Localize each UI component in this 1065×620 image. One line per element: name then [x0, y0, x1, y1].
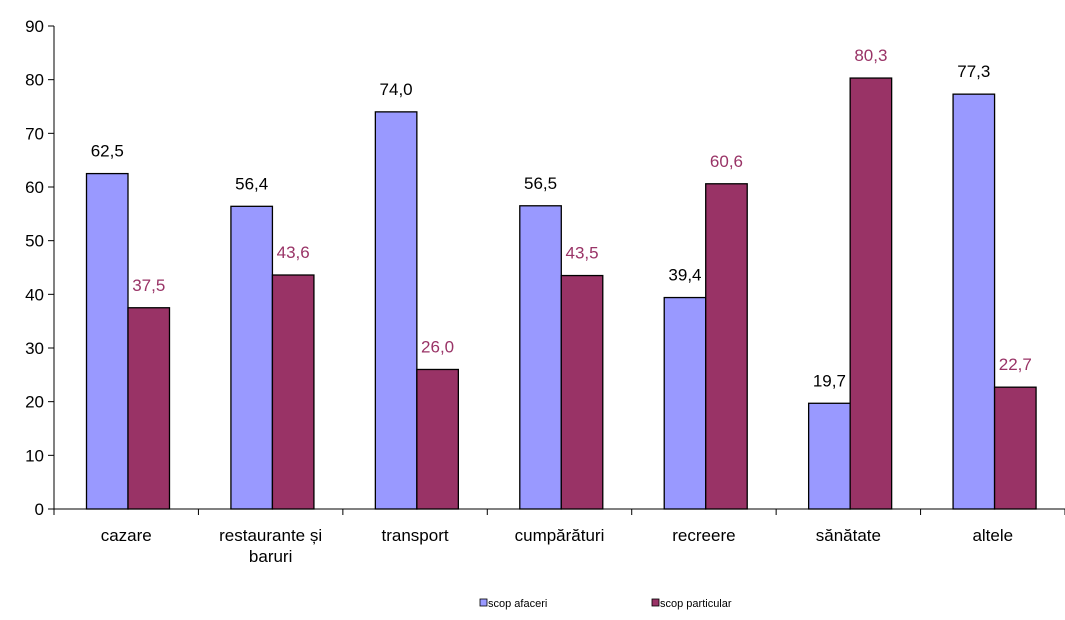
y-tick-label: 10 — [25, 446, 44, 465]
x-tick-label: altele — [972, 526, 1013, 545]
y-tick-label: 20 — [25, 393, 44, 412]
x-tick-label: cumpărături — [515, 526, 605, 545]
data-label: 77,3 — [957, 62, 990, 81]
bar-scop-afaceri — [519, 205, 562, 510]
data-label: 39,4 — [668, 266, 701, 285]
x-tick-label: cazare — [101, 526, 152, 545]
bar-scop-afaceri — [663, 296, 707, 510]
y-tick-label: 50 — [25, 232, 44, 251]
x-axis: cazare restaurante și baruri transport cumpă… — [53, 508, 1065, 566]
x-tick-label: restaurante și baruri — [219, 526, 322, 566]
y-axis: 0 10 20 30 40 50 60 70 80 90 — [25, 17, 55, 519]
data-labels: 62,5 56,4 74,0 56,5 39,4 19,7 77,3 37,5 43,6 26,0… — [91, 46, 1032, 390]
data-label: 80,3 — [854, 46, 887, 65]
x-tick-label: recreere — [672, 526, 735, 545]
bar-scop-particular — [560, 274, 604, 510]
data-label: 37,5 — [132, 276, 165, 295]
bars — [85, 77, 1037, 510]
data-label: 56,5 — [524, 174, 557, 193]
data-label: 19,7 — [813, 371, 846, 390]
data-label: 60,6 — [710, 152, 743, 171]
y-tick-label: 30 — [25, 339, 44, 358]
data-label: 74,0 — [380, 80, 413, 99]
legend-swatch — [479, 598, 488, 607]
y-tick-label: 70 — [25, 124, 44, 143]
y-tick-label: 90 — [25, 17, 44, 36]
data-label: 43,6 — [277, 243, 310, 262]
legend-swatch — [651, 598, 660, 607]
legend-label: scop particular — [660, 598, 732, 610]
y-tick-label: 0 — [35, 500, 44, 519]
legend-label: scop afaceri — [488, 598, 547, 610]
data-label: 43,5 — [565, 244, 598, 263]
data-label: 26,0 — [421, 337, 454, 356]
bar-scop-afaceri — [230, 205, 274, 510]
x-tick-label: transport — [382, 526, 449, 545]
bar-scop-afaceri — [952, 93, 996, 510]
bar-scop-afaceri — [807, 402, 851, 510]
data-label: 22,7 — [999, 355, 1032, 374]
bar-scop-particular — [416, 368, 460, 510]
bar-scop-particular — [127, 307, 171, 510]
bar-scop-afaceri — [85, 172, 129, 510]
bar-scop-particular — [993, 386, 1037, 510]
y-tick-label: 60 — [25, 178, 44, 197]
y-tick-label: 80 — [25, 71, 44, 90]
data-label: 56,4 — [235, 174, 268, 193]
x-tick-label: sănătate — [816, 526, 881, 545]
y-tick-label: 40 — [25, 285, 44, 304]
bar-scop-particular — [271, 274, 315, 510]
legend: scop afaceri scop particular — [479, 598, 732, 610]
data-label: 62,5 — [91, 142, 124, 161]
bar-scop-particular — [849, 77, 893, 510]
bar-scop-afaceri — [374, 111, 418, 510]
bar-scop-particular — [705, 183, 748, 510]
